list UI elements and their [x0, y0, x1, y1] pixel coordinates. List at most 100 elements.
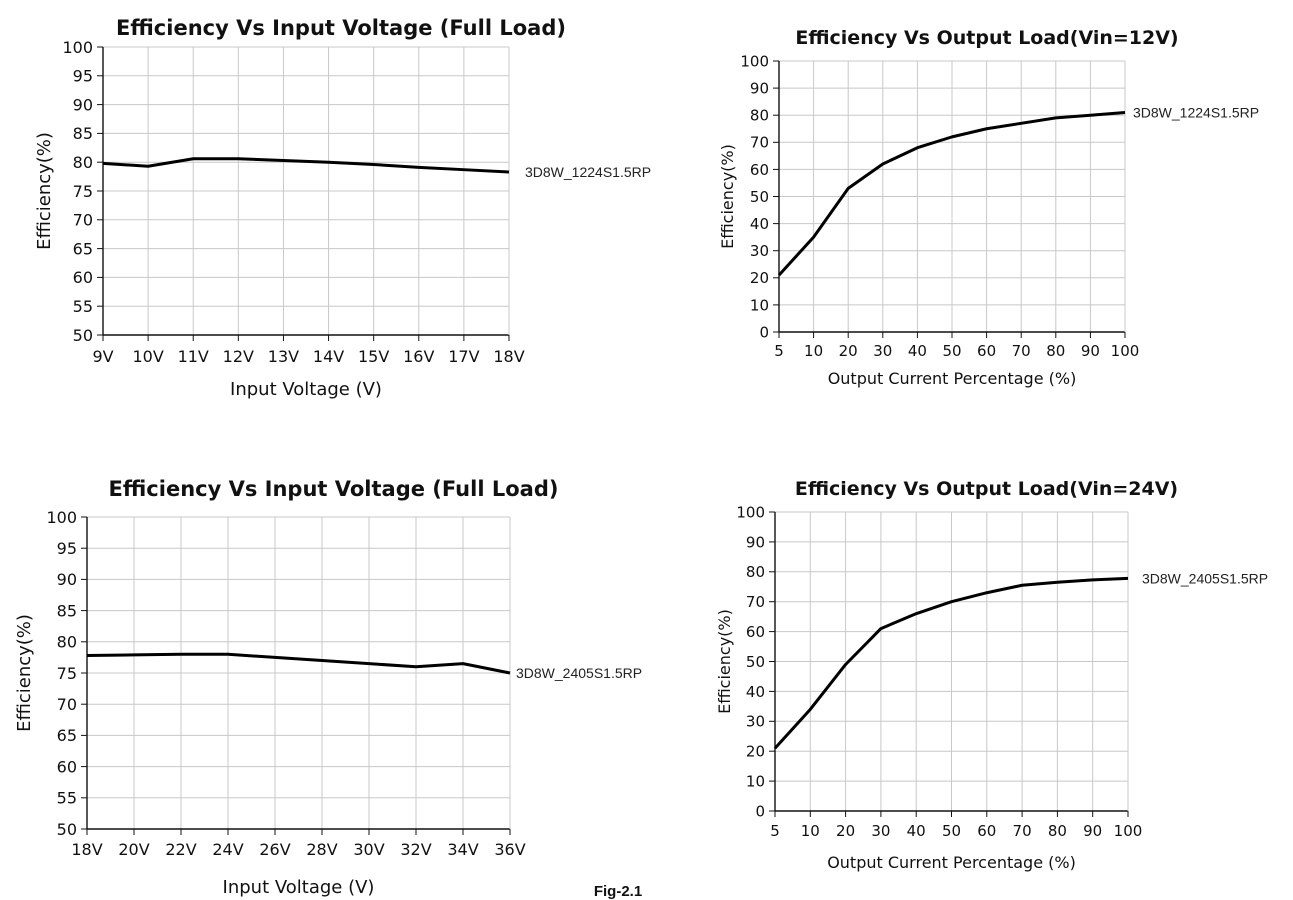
x-tick-label: 100	[1111, 342, 1140, 360]
y-tick-label: 40	[750, 215, 769, 233]
x-tick-label: 90	[1081, 342, 1100, 360]
x-tick-label: 16V	[403, 347, 434, 366]
y-tick-label: 90	[73, 95, 93, 114]
x-tick-label: 60	[977, 822, 996, 840]
x-axis-label: Output Current Percentage (%)	[828, 369, 1077, 388]
y-tick-label: 95	[57, 539, 77, 558]
x-tick-label: 24V	[212, 840, 243, 859]
x-tick-label: 22V	[165, 840, 196, 859]
y-tick-label: 30	[746, 713, 765, 731]
x-axis-label: Input Voltage (V)	[230, 379, 382, 400]
x-tick-label: 30	[871, 822, 890, 840]
series-label: 3D8W_2405S1.5RP	[1142, 570, 1268, 586]
x-tick-label: 10V	[132, 347, 163, 366]
y-tick-label: 60	[750, 161, 769, 179]
y-tick-label: 70	[750, 134, 769, 152]
y-axis-label: Efficiency(%)	[718, 144, 737, 249]
x-tick-label: 32V	[400, 840, 431, 859]
y-axis-label: Efficiency(%)	[34, 132, 55, 250]
y-tick-label: 65	[73, 239, 93, 258]
x-tick-label: 80	[1048, 822, 1067, 840]
chart-title: Efficiency Vs Input Voltage (Full Load)	[109, 477, 559, 501]
x-tick-label: 50	[942, 822, 961, 840]
x-axis-label: Output Current Percentage (%)	[827, 853, 1076, 872]
y-tick-label: 80	[73, 153, 93, 172]
x-tick-label: 40	[908, 342, 927, 360]
x-tick-label: 70	[1013, 822, 1032, 840]
x-tick-label: 40	[907, 822, 926, 840]
y-tick-label: 85	[57, 601, 77, 620]
x-tick-label: 70	[1012, 342, 1031, 360]
series-label: 3D8W_1224S1.5RP	[525, 164, 651, 180]
x-tick-label: 10	[804, 342, 823, 360]
chart-3: 50 55 60 65 70 75 80 85 90 95 100 18V 20V 22V 24V 26V 28…	[14, 477, 642, 898]
x-tick-label: 50	[942, 342, 961, 360]
y-tick-label: 55	[57, 789, 77, 808]
y-tick-label: 90	[746, 533, 765, 551]
series-line	[777, 110, 1126, 277]
series-line	[86, 652, 511, 675]
x-tick-label: 12V	[223, 347, 254, 366]
x-tick-label: 20	[839, 342, 858, 360]
y-tick-label: 70	[57, 695, 77, 714]
x-tick-label: 90	[1083, 822, 1102, 840]
x-tick-label: 34V	[447, 840, 478, 859]
y-tick-label: 60	[73, 268, 93, 287]
y-tick-label: 50	[57, 820, 77, 839]
y-tick-label: 60	[57, 757, 77, 776]
y-tick-label: 20	[746, 743, 765, 761]
x-tick-label: 20V	[118, 840, 149, 859]
chart-1: 50 55 60 65 70 75 80 85 90 95 100 9V 10V 11V 12V 13V 14V…	[34, 16, 651, 400]
chart-2: 0 10 20 30 40 50 60 70 80 90 100 5 10 20 30 40 50 60 70 80 9…	[718, 27, 1259, 388]
x-tick-label: 36V	[494, 840, 525, 859]
y-tick-label: 100	[740, 52, 769, 70]
chart-4: 0 10 20 30 40 50 60 70 80 90 100 5 10 20 30 40 50 60 70 80 9…	[715, 478, 1268, 872]
y-tick-label: 50	[73, 326, 93, 345]
x-tick-label: 9V	[92, 347, 113, 366]
chart-title: Efficiency Vs Output Load(Vin=24V)	[795, 478, 1178, 500]
y-axis-label: Efficiency(%)	[715, 609, 734, 714]
x-tick-label: 13V	[268, 347, 299, 366]
y-tick-label: 100	[736, 503, 765, 521]
x-tick-label: 28V	[306, 840, 337, 859]
x-tick-label: 26V	[259, 840, 290, 859]
y-tick-label: 75	[73, 182, 93, 201]
series-label: 3D8W_1224S1.5RP	[1133, 104, 1259, 120]
x-tick-label: 80	[1046, 342, 1065, 360]
x-tick-label: 5	[770, 822, 780, 840]
x-tick-label: 10	[801, 822, 820, 840]
x-tick-label: 30	[873, 342, 892, 360]
x-tick-label: 60	[977, 342, 996, 360]
x-tick-label: 15V	[358, 347, 389, 366]
y-tick-label: 100	[46, 508, 77, 527]
x-tick-label: 30V	[353, 840, 384, 859]
y-tick-label: 0	[755, 802, 765, 820]
chart-title: Efficiency Vs Output Load(Vin=12V)	[795, 27, 1178, 49]
y-tick-label: 80	[746, 563, 765, 581]
x-tick-label: 20	[836, 822, 855, 840]
x-tick-label: 14V	[313, 347, 344, 366]
y-tick-label: 0	[759, 323, 769, 341]
y-tick-label: 100	[62, 38, 93, 57]
y-tick-label: 90	[57, 570, 77, 589]
y-tick-label: 70	[746, 593, 765, 611]
series-line	[102, 157, 510, 174]
y-axis-label: Efficiency(%)	[14, 614, 35, 732]
x-tick-label: 11V	[178, 347, 209, 366]
y-tick-label: 40	[746, 683, 765, 701]
y-tick-label: 50	[750, 188, 769, 206]
x-tick-label: 5	[774, 342, 784, 360]
y-tick-label: 10	[750, 296, 769, 314]
y-tick-label: 80	[750, 107, 769, 125]
x-tick-label: 18V	[71, 840, 102, 859]
y-tick-label: 20	[750, 269, 769, 287]
y-tick-label: 75	[57, 664, 77, 683]
y-tick-label: 55	[73, 297, 93, 316]
y-tick-label: 70	[73, 211, 93, 230]
y-tick-label: 95	[73, 67, 93, 86]
y-tick-label: 10	[746, 773, 765, 791]
y-tick-label: 60	[746, 623, 765, 641]
x-tick-label: 17V	[448, 347, 479, 366]
